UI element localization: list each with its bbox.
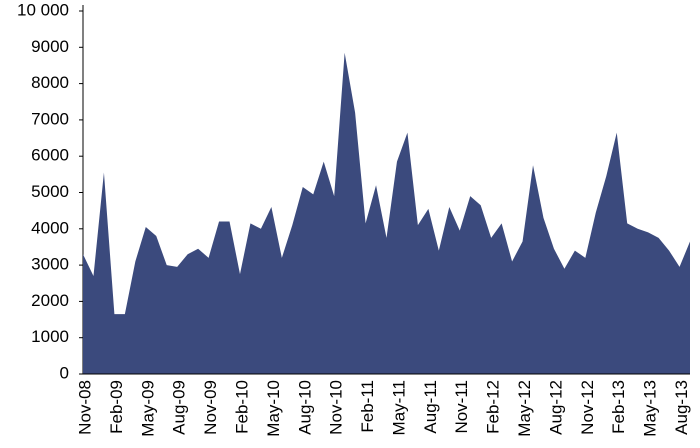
x-tick-label: Aug-09 [170,380,189,435]
x-tick-label: Feb-10 [232,380,251,434]
y-tick-label: 2000 [31,291,69,310]
y-tick-label: 5000 [31,182,69,201]
y-tick-label: 6000 [31,146,69,165]
y-tick-label: 7000 [31,109,69,128]
x-tick-label: May-12 [515,380,534,437]
y-tick-label: 3000 [31,255,69,274]
x-tick-label: Feb-13 [609,380,628,434]
y-tick-label: 10 000 [17,0,69,19]
y-tick-label: 9000 [31,37,69,56]
y-tick-label: 4000 [31,218,69,237]
x-tick-label: Nov-08 [75,380,94,435]
x-tick-label: Nov-10 [327,380,346,435]
x-tick-label: Nov-12 [578,380,597,435]
x-tick-label: Aug-10 [295,380,314,435]
x-tick-label: Feb-11 [358,380,377,433]
x-tick-label: Aug-13 [672,380,691,435]
area [83,52,690,375]
y-tick-label: 0 [60,363,69,382]
x-tick-label: May-10 [264,380,283,437]
x-tick-label: Aug-12 [546,380,565,435]
x-tick-label: May-11 [389,380,408,435]
x-tick-label: Nov-09 [201,380,220,435]
x-tick-label: May-09 [138,380,157,437]
x-tick-label: May-13 [641,380,660,437]
x-tick-label: Nov-11 [452,380,471,434]
x-tick-label: Feb-12 [484,380,503,434]
x-tick-label: Aug-11 [421,380,440,434]
x-tick-label: Feb-09 [107,380,126,434]
y-tick-label: 1000 [31,327,69,346]
y-tick-label: 8000 [31,73,69,92]
